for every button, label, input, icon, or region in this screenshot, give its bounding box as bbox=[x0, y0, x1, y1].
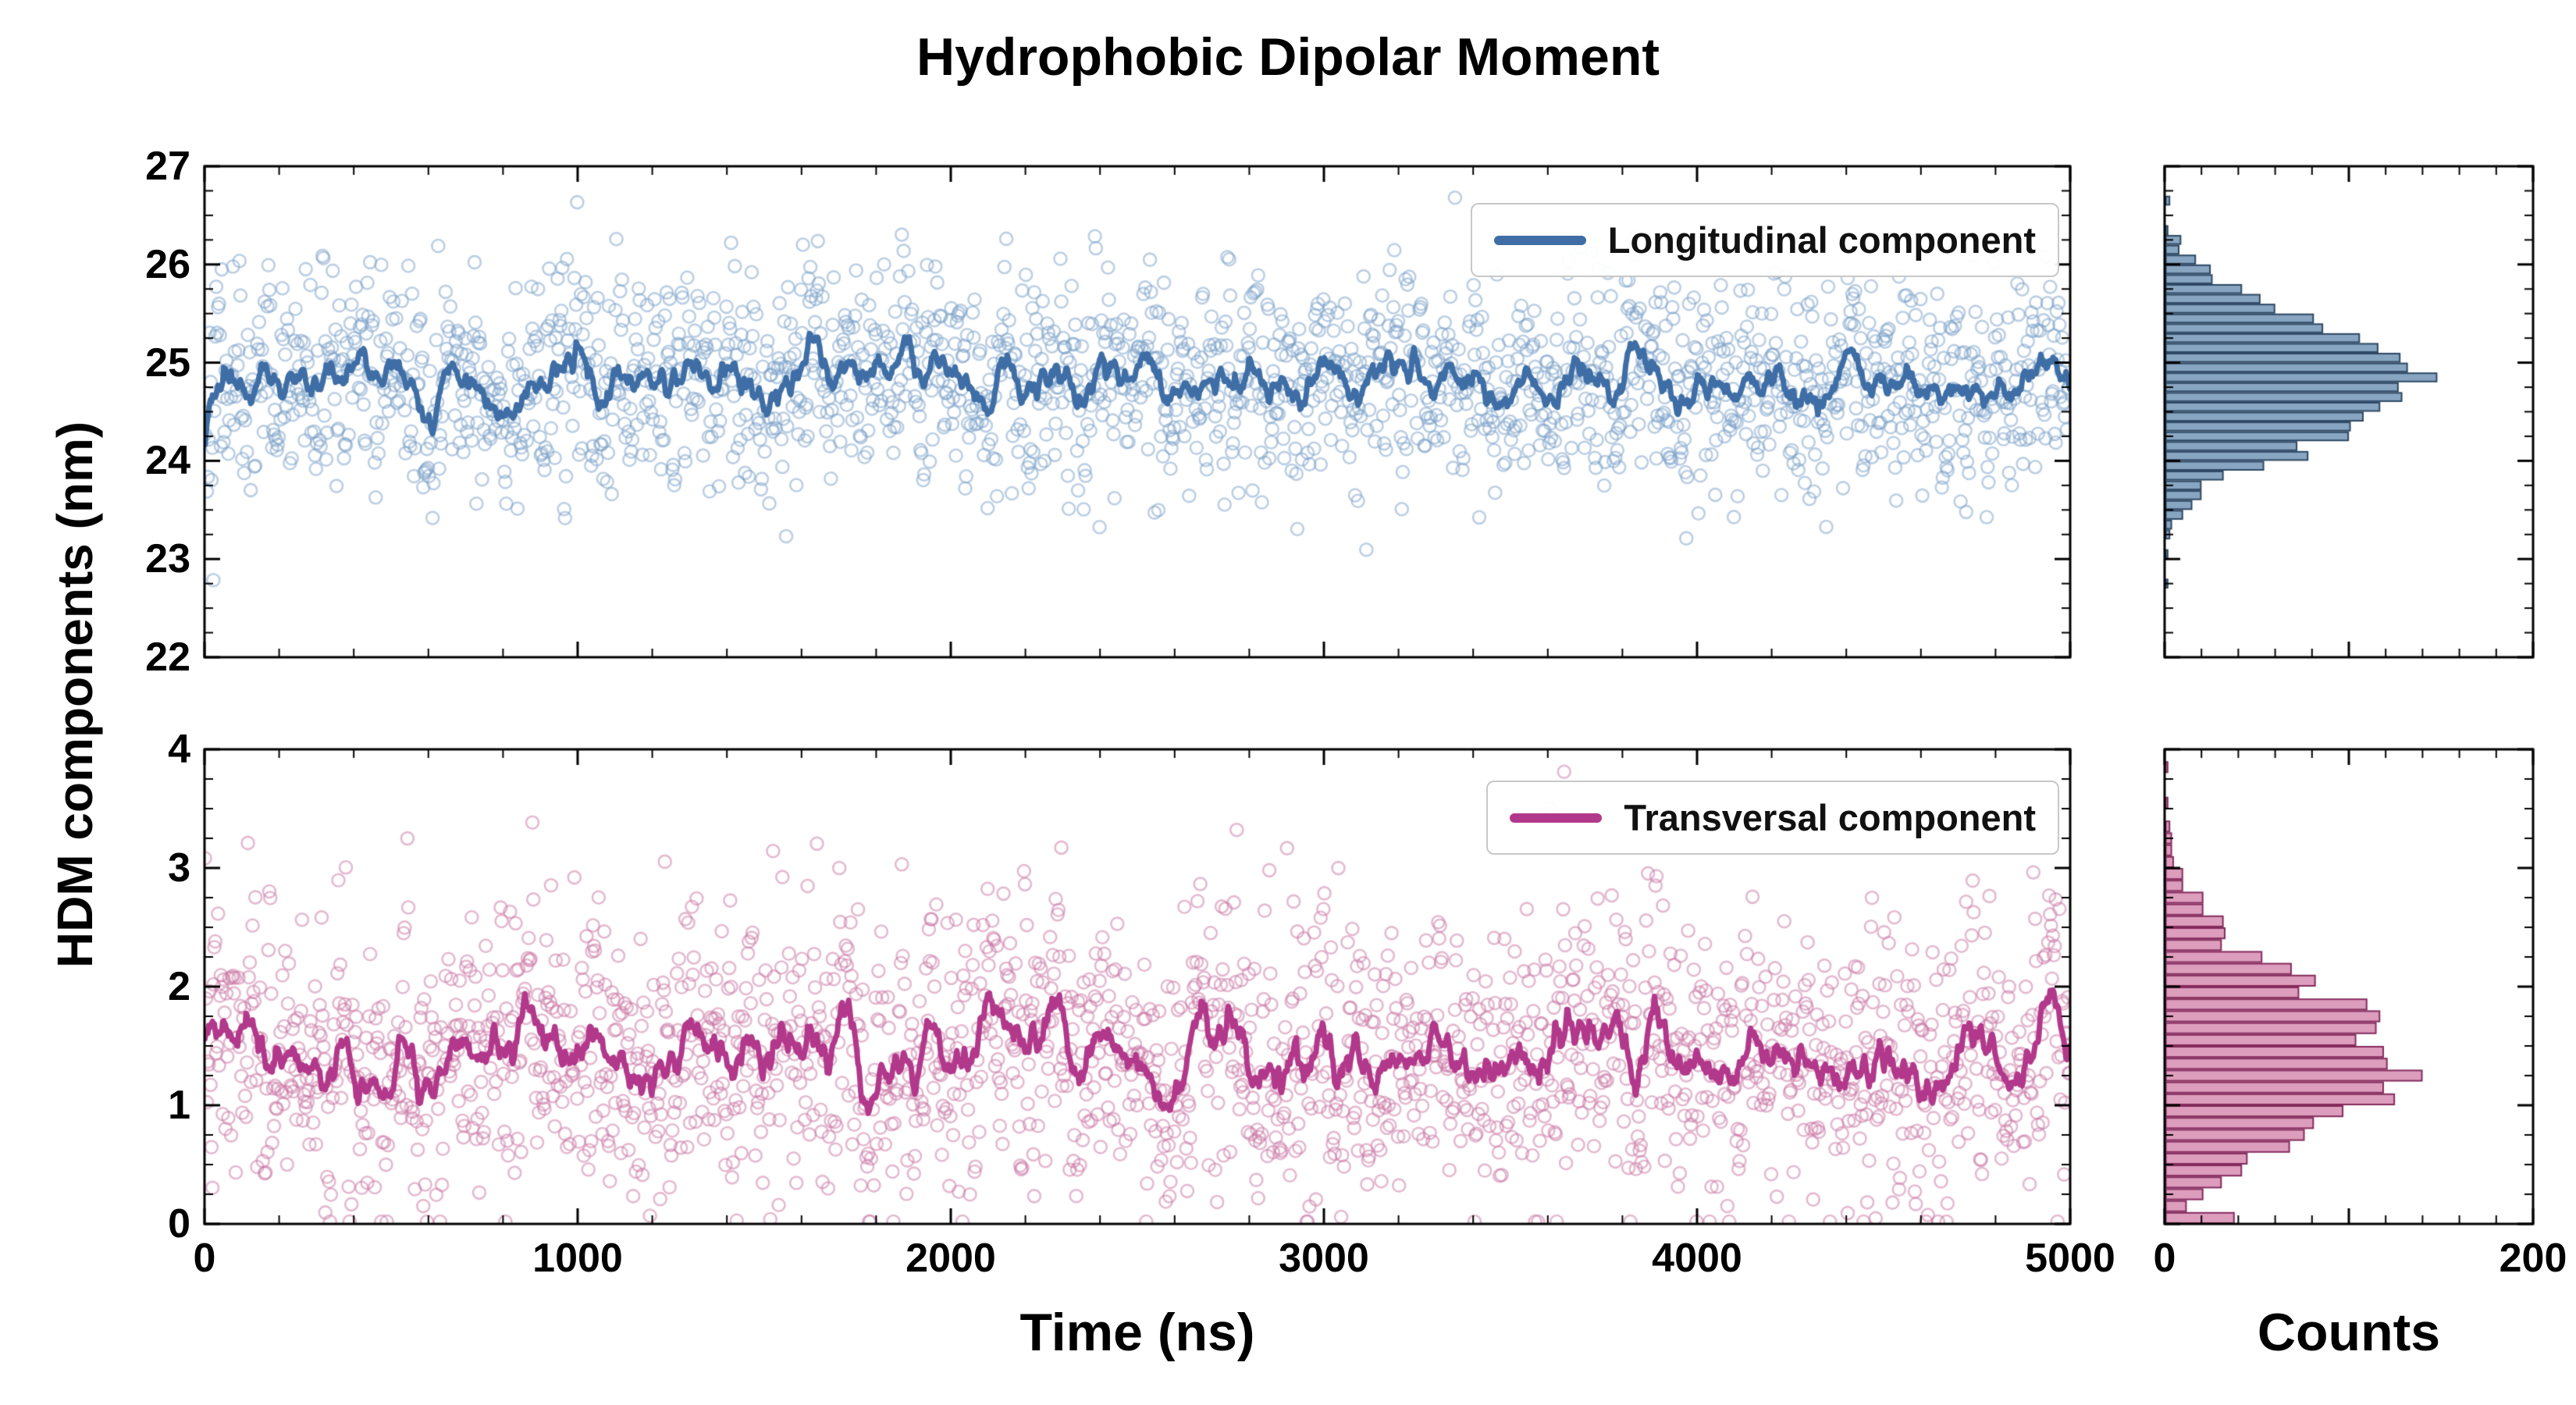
legend-longitudinal: Longitudinal component bbox=[1470, 203, 2059, 277]
x-tick-label-time: 1000 bbox=[532, 1236, 623, 1281]
x-axis-label-counts: Counts bbox=[2257, 1303, 2441, 1362]
y-axis-label: HDM components (nm) bbox=[47, 421, 103, 969]
y-tick-label-top: 22 bbox=[145, 635, 190, 680]
x-tick-label-counts: 0 bbox=[2153, 1236, 2176, 1281]
chart-title: Hydrophobic Dipolar Moment bbox=[916, 27, 1660, 87]
y-tick-label-bottom: 0 bbox=[168, 1201, 190, 1247]
y-tick-label-top: 25 bbox=[145, 340, 190, 386]
y-tick-label-top: 23 bbox=[145, 536, 190, 582]
x-tick-label-time: 2000 bbox=[906, 1236, 996, 1281]
y-tick-label-top: 26 bbox=[145, 241, 190, 287]
y-tick-label-top: 27 bbox=[145, 144, 190, 189]
x-tick-label-time: 3000 bbox=[1279, 1236, 1369, 1281]
x-axis-label-time: Time (ns) bbox=[1019, 1303, 1255, 1362]
y-tick-label-bottom: 3 bbox=[168, 845, 190, 891]
y-tick-label-bottom: 2 bbox=[168, 964, 190, 1009]
legend-line-longitudinal bbox=[1493, 235, 1586, 245]
x-tick-label-time: 4000 bbox=[1652, 1236, 1742, 1281]
x-tick-label-time: 5000 bbox=[2025, 1236, 2115, 1281]
legend-transversal: Transversal component bbox=[1486, 781, 2059, 855]
y-tick-label-bottom: 4 bbox=[168, 727, 190, 772]
y-tick-label-bottom: 1 bbox=[168, 1083, 190, 1128]
legend-line-transversal bbox=[1510, 813, 1603, 823]
x-tick-label-time: 0 bbox=[193, 1236, 216, 1281]
x-tick-label-counts: 200 bbox=[2499, 1236, 2567, 1281]
y-tick-label-top: 24 bbox=[145, 438, 190, 484]
legend-label-transversal: Transversal component bbox=[1624, 797, 2036, 838]
legend-label-longitudinal: Longitudinal component bbox=[1607, 219, 2036, 261]
